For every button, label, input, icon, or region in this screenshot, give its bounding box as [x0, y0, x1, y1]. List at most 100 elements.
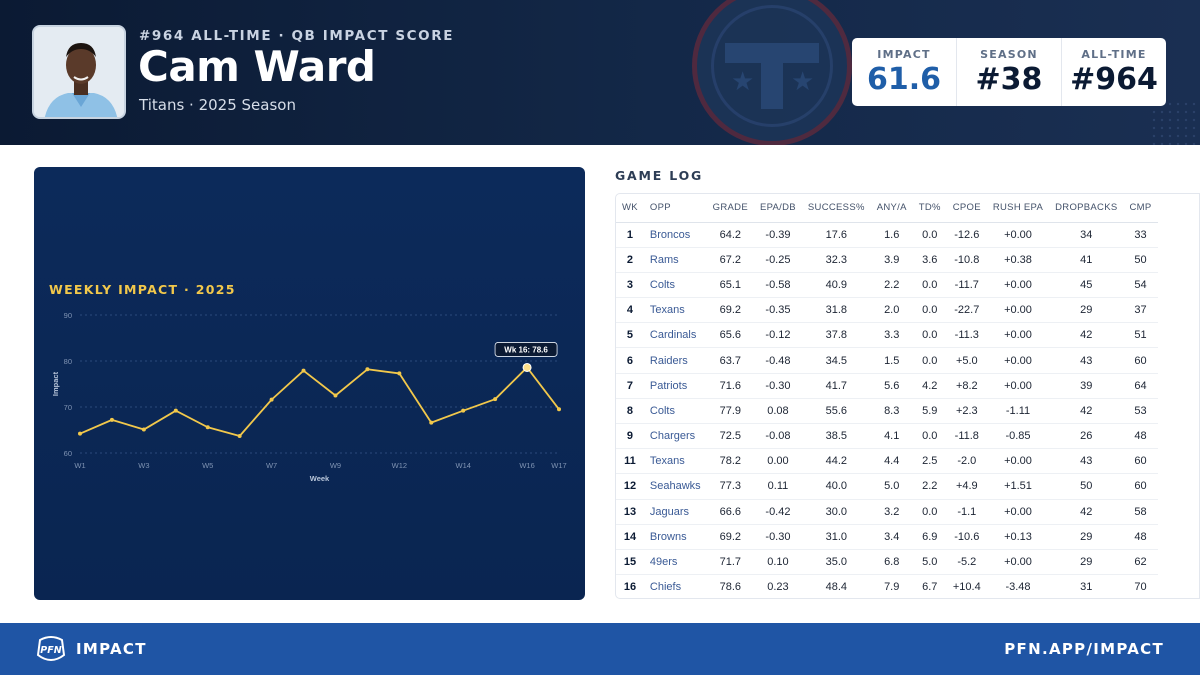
week-cell: 14	[616, 524, 644, 550]
table-cell: 30.0	[801, 499, 871, 525]
column-header[interactable]: RUSH EPA	[986, 194, 1050, 223]
game-log-title: GAME LOG	[615, 168, 704, 183]
table-row[interactable]: 1 Broncos 64.2 -0.39 17.6 1.6 0.0 -12.6 +0.00 34 3…	[616, 222, 1158, 248]
column-header[interactable]: GRADE	[706, 194, 754, 223]
data-point	[557, 407, 561, 412]
table-cell: 6.8	[870, 549, 913, 576]
table-row[interactable]: 8 Colts 77.9 0.08 55.6 8.3 5.9 +2.3 -1.11 42 53	[616, 398, 1158, 425]
week-cell: 6	[616, 347, 644, 374]
table-cell: 4.2	[912, 373, 947, 399]
week-cell: 3	[616, 272, 644, 299]
table-cell: 8.3	[870, 398, 913, 425]
table-cell: 3.4	[870, 524, 913, 550]
chart-title: WEEKLY IMPACT · 2025	[49, 282, 236, 297]
table-cell: 6.9	[912, 524, 947, 550]
table-cell: 34.5	[801, 347, 871, 374]
y-tick-label: 60	[64, 449, 72, 458]
opponent-cell: Texans	[643, 448, 707, 475]
column-header[interactable]: EPA/DB	[753, 194, 802, 223]
opponent-cell: Browns	[643, 524, 707, 550]
table-row[interactable]: 5 Cardinals 65.6 -0.12 37.8 3.3 0.0 -11.3 +0.00 4…	[616, 322, 1158, 349]
team-season-label: Titans · 2025 Season	[139, 96, 296, 114]
table-cell: 0.0	[912, 423, 947, 450]
table-row[interactable]: 7 Patriots 71.6 -0.30 41.7 5.6 4.2 +8.2 +0.00 39 6…	[616, 373, 1158, 399]
table-cell: 37.8	[801, 322, 871, 349]
table-cell: 69.2	[706, 297, 754, 324]
table-cell: 33	[1123, 222, 1158, 248]
table-row[interactable]: 15 49ers 71.7 0.10 35.0 6.8 5.0 -5.2 +0.00 29 62	[616, 549, 1158, 576]
table-cell: 0.0	[912, 297, 947, 324]
table-row[interactable]: 11 Texans 78.2 0.00 44.2 4.4 2.5 -2.0 +0.00 43 60	[616, 448, 1158, 475]
table-row[interactable]: 13 Jaguars 66.6 -0.42 30.0 3.2 0.0 -1.1 +0.00 42 5…	[616, 499, 1158, 525]
impact-series-line	[79, 366, 560, 437]
week-cell: 15	[616, 549, 644, 576]
table-cell: 65.1	[706, 272, 754, 299]
column-header[interactable]: OPP	[643, 194, 707, 223]
column-header[interactable]: CMP	[1123, 194, 1158, 223]
x-tick-label: W7	[266, 461, 277, 470]
table-cell: -0.25	[753, 247, 802, 273]
table-cell: 54	[1123, 272, 1158, 299]
table-row[interactable]: 12 Seahawks 77.3 0.11 40.0 5.0 2.2 +4.9 +1.51 50 6…	[616, 473, 1158, 500]
table-cell: -0.58	[753, 272, 802, 299]
table-cell: 35.0	[801, 549, 871, 576]
table-row[interactable]: 16 Chiefs 78.6 0.23 48.4 7.9 6.7 +10.4 -3.48 31 70	[616, 575, 1158, 598]
column-header[interactable]: SUCCESS%	[801, 194, 871, 223]
opponent-cell: Colts	[643, 272, 707, 299]
opponent-cell: Raiders	[643, 347, 707, 374]
data-point	[269, 397, 274, 402]
column-header[interactable]: CPOE	[946, 194, 987, 223]
week-cell: 1	[616, 222, 644, 248]
column-header[interactable]: TD%	[912, 194, 947, 223]
x-tick-label: W9	[330, 461, 341, 470]
season-rank-stat: SEASON #38	[957, 38, 1062, 106]
table-row[interactable]: 4 Texans 69.2 -0.35 31.8 2.0 0.0 -22.7 +0.00 29 37	[616, 297, 1158, 324]
table-cell: 44.2	[801, 448, 871, 475]
table-row[interactable]: 3 Colts 65.1 -0.58 40.9 2.2 0.0 -11.7 +0.00 45 54	[616, 272, 1158, 299]
table-cell: 29	[1049, 549, 1124, 576]
week-cell: 13	[616, 499, 644, 525]
table-cell: +2.3	[946, 398, 987, 425]
table-row[interactable]: 6 Raiders 63.7 -0.48 34.5 1.5 0.0 +5.0 +0.00 43 60	[616, 347, 1158, 374]
table-cell: +0.00	[986, 373, 1050, 399]
season-rank-value: #38	[975, 62, 1043, 97]
x-axis-label: Week	[310, 474, 330, 483]
all-time-rank-value: #964	[1070, 62, 1158, 97]
table-cell: 67.2	[706, 247, 754, 273]
table-cell: 71.7	[706, 549, 754, 576]
weekly-impact-chart: 60 70 80 90 W1 W3 W5 W7 W9 W12 W14 W16 W17 Week Impact…	[51, 311, 567, 483]
table-cell: 0.0	[912, 347, 947, 374]
impact-stat-value: 61.6	[866, 62, 942, 97]
footer-bar: PFN IMPACT PFN.APP/IMPACT	[0, 623, 1200, 675]
dot-pattern-decoration	[1150, 100, 1200, 145]
table-cell: 29	[1049, 297, 1124, 324]
table-row[interactable]: 14 Browns 69.2 -0.30 31.0 3.4 6.9 -10.6 +0.13 29 4…	[616, 524, 1158, 550]
table-cell: 37	[1123, 297, 1158, 324]
opponent-cell: Broncos	[643, 222, 707, 248]
x-tick-label: W16	[519, 461, 534, 470]
footer-url[interactable]: PFN.APP/IMPACT	[1004, 640, 1164, 658]
table-cell: 0.0	[912, 499, 947, 525]
table-cell: 42	[1049, 499, 1124, 525]
table-cell: 58	[1123, 499, 1158, 525]
table-cell: 5.6	[870, 373, 913, 399]
table-cell: 77.9	[706, 398, 754, 425]
column-header[interactable]: WK	[616, 194, 644, 223]
game-log-table-container[interactable]: WK OPP GRADE EPA/DB SUCCESS% ANY/A TD% CPOE RUSH…	[615, 193, 1200, 599]
table-cell: 64.2	[706, 222, 754, 248]
week-cell: 11	[616, 448, 644, 475]
table-cell: -0.30	[753, 373, 802, 399]
column-header[interactable]: ANY/A	[870, 194, 913, 223]
table-row[interactable]: 2 Rams 67.2 -0.25 32.3 3.9 3.6 -10.8 +0.38 41 50	[616, 247, 1158, 273]
x-tick-label: W12	[392, 461, 407, 470]
y-axis-label: Impact	[51, 371, 60, 396]
table-cell: 48.4	[825, 581, 848, 594]
table-cell: 4.4	[870, 448, 913, 475]
table-row[interactable]: 9 Chargers 72.5 -0.08 38.5 4.1 0.0 -11.8 -0.85 26…	[616, 423, 1158, 450]
column-header[interactable]: DROPBACKS	[1049, 194, 1124, 223]
week-cell: 8	[616, 398, 644, 425]
impact-stat: IMPACT 61.6	[852, 38, 957, 106]
table-cell: 0.23	[767, 581, 789, 594]
table-cell: 39	[1049, 373, 1124, 399]
table-cell: -11.3	[946, 322, 987, 349]
